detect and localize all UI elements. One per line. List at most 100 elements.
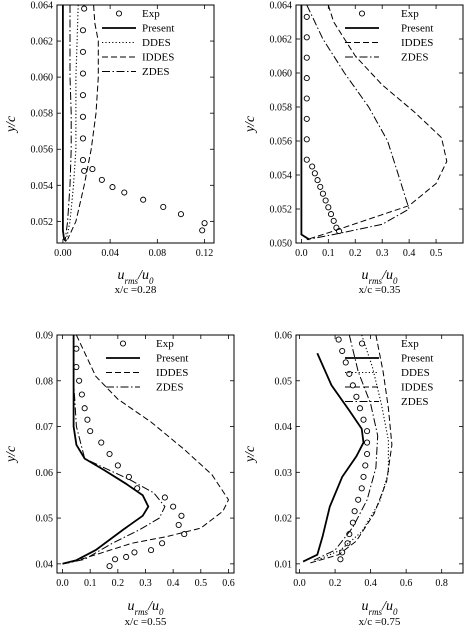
data-point-exp [89,166,96,173]
panel-4: 0.0 0.2 0.4 0.6 0.8 0.01 0.02 0.03 0.04 0.05 0.06 y… [243,331,464,626]
legend-label-present: Present [156,353,188,365]
x-tick-label: 0.00 [54,248,72,259]
data-point-exp [303,75,310,82]
y-tick-label: 0.052 [31,217,54,228]
data-point-exp [79,157,87,164]
x-axis-label-part: u [362,268,369,283]
x-tick-label: 0.2 [329,578,342,589]
legend: Exp Present DDES IDDES ZDES [102,8,174,78]
legend-label-exp: Exp [156,338,174,350]
series-line-zdes [306,5,410,241]
x-axis-label-sub: rms [369,607,383,617]
legend-label-ddes: DDES [142,37,171,49]
panel-caption: x/c =0.75 [359,616,401,626]
y-tick-label: 0.07 [36,422,54,433]
data-point-exp [355,496,362,503]
x-tick-label: 0.0 [293,578,306,589]
legend: Exp Present DDES IDDES ZDES [345,338,433,408]
data-point-exp [201,220,208,227]
x-tick-label: 0.0 [56,578,69,589]
legend-symbol-exp [358,340,366,347]
legend-label-iddes: IDDES [156,367,188,379]
plot-frame [295,4,464,244]
x-tick-label: 0.4 [167,578,180,589]
y-axis-label: y/c [4,115,19,134]
x-tick-label: 0.5 [430,248,443,259]
panel-1: 0.00 0.04 0.08 0.12 0.052 0.054 0.056 0.058 0.06… [4,1,215,296]
x-tick-label: 0.2 [349,248,362,259]
y-tick-label: 0.01 [275,559,293,570]
panel-caption: x/c =0.55 [125,616,167,626]
data-point-exp [112,556,119,563]
data-point-exp [76,377,83,384]
data-point-exp [303,115,310,122]
x-axis-label-part: u [362,599,369,614]
data-point-exp [78,391,85,398]
legend-label-present: Present [401,353,433,365]
data-point-exp [309,163,316,170]
legend-label-zdes: ZDES [156,382,184,394]
data-point-exp [79,135,87,142]
x-tick-label: 0.8 [435,578,448,589]
y-tick-label: 0.02 [275,514,293,525]
y-tick-label: 0.03 [275,468,293,479]
data-point-exp [79,70,87,77]
y-tick-label: 0.060 [270,69,293,80]
x-axis-label-part: /u [137,268,149,283]
y-tick-label: 0.05 [36,514,54,525]
data-point-exp [360,473,367,480]
panel-caption: x/c =0.28 [115,284,157,296]
data-point-exp [303,54,310,61]
series-line-iddes [67,5,99,240]
legend-symbol-exp [115,10,123,17]
y-tick-label: 0.054 [270,171,293,182]
x-axis-label: urms/u0 [362,599,398,617]
data-point-exp [79,27,87,34]
series-line-present [62,5,67,242]
data-point-exp [161,494,168,501]
legend-label-zdes: ZDES [142,66,170,78]
data-point-exp [175,521,182,528]
data-point-exp [87,428,94,435]
y-tick-label: 0.058 [270,103,293,114]
x-tick-label: 0.6 [400,578,413,589]
data-point-exp [349,519,356,526]
data-point-exp [342,359,349,366]
data-point-exp [356,405,364,412]
data-point-exp [330,217,337,224]
series-line-ddes [317,335,389,561]
x-axis-label: urms/u0 [362,268,398,286]
series-line-iddes [310,335,393,564]
x-tick-label: 0.6 [222,578,235,589]
data-point-exp [303,136,310,143]
data-point-exp [335,336,342,343]
x-tick-label: 0.12 [196,248,214,259]
x-axis-label: urms/u0 [118,268,154,286]
data-point-exp [79,48,87,55]
legend-label-ddes: DDES [401,367,430,379]
data-point-exp [322,197,329,204]
series-line-ddes [65,5,79,240]
data-point-exp [303,13,310,20]
data-point-exp [121,189,128,196]
series-line-present [300,5,310,241]
x-axis-label-sub: 0 [159,607,164,617]
series-line-zdes [64,5,72,240]
y-tick-label: 0.08 [36,376,54,387]
data-point-exp [81,5,88,12]
x-axis-label-sub: 0 [149,276,154,286]
x-tick-label: 0.0 [295,248,308,259]
y-tick-label: 0.062 [270,35,293,46]
data-point-exp [98,439,105,446]
data-point-exp [319,190,326,197]
data-point-exp [364,439,371,446]
plot-area [62,335,230,570]
x-axis-label-sub: 0 [393,276,398,286]
data-point-exp [114,462,121,469]
data-point-exp [344,540,351,547]
data-point-exp [140,196,147,203]
series-line-zdes [67,335,166,564]
data-point-exp [125,473,132,480]
y-tick-label: 0.09 [36,331,54,342]
plot-area [62,5,208,242]
